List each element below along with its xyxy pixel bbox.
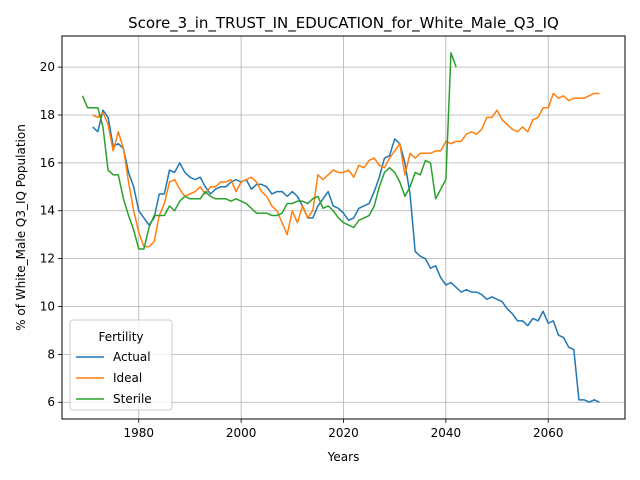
y-tick-label: 6: [47, 395, 55, 409]
x-tick-label: 2060: [533, 426, 564, 440]
series-line-ideal: [92, 92, 600, 248]
x-tick-label: 2020: [328, 426, 359, 440]
x-axis-label: Years: [327, 450, 360, 464]
chart-title: Score_3_in_TRUST_IN_EDUCATION_for_White_…: [128, 14, 559, 33]
y-tick-label: 20: [40, 60, 55, 74]
series-lines: [81, 52, 600, 403]
legend-label-ideal: Ideal: [113, 371, 142, 385]
legend: Fertility Actual Ideal Sterile: [69, 319, 173, 411]
x-axis-ticks: 1980 2000 2020 2040 2060: [123, 419, 564, 440]
legend-items: Actual Ideal Sterile: [76, 350, 152, 406]
x-tick-label: 2000: [226, 426, 257, 440]
y-tick-label: 16: [40, 156, 55, 170]
legend-label-actual: Actual: [113, 350, 151, 364]
y-axis-label: % of White_Male Q3_IQ Population: [14, 124, 28, 331]
x-tick-label: 2040: [431, 426, 462, 440]
y-tick-label: 8: [47, 347, 55, 361]
legend-box: [69, 319, 173, 411]
series-line-sterile: [81, 52, 457, 250]
y-tick-label: 12: [40, 252, 55, 266]
x-tick-label: 1980: [123, 426, 154, 440]
legend-label-sterile: Sterile: [113, 392, 152, 406]
y-tick-label: 14: [40, 204, 55, 218]
legend-title: Fertility: [98, 330, 143, 344]
y-tick-label: 18: [40, 108, 55, 122]
y-axis-ticks: 6 8 10 12 14 16 18 20: [40, 60, 62, 409]
y-tick-label: 10: [40, 299, 55, 313]
series-line-actual: [92, 109, 600, 403]
